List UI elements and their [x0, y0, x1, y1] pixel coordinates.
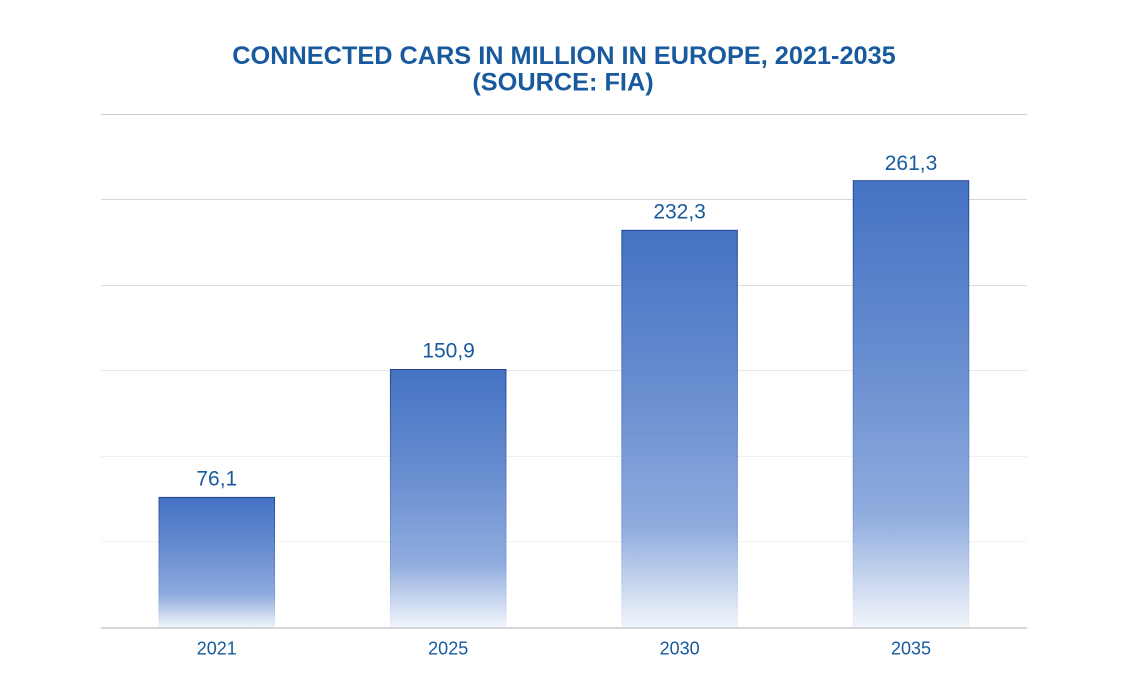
- svg-text:CONNECTED CARS IN MILLION IN E: CONNECTED CARS IN MILLION IN EUROPE, 202…: [232, 42, 895, 70]
- svg-text:76,1: 76,1: [196, 468, 237, 491]
- svg-text:(SOURCE: FIA): (SOURCE: FIA): [472, 69, 653, 97]
- svg-text:2025: 2025: [428, 639, 468, 659]
- svg-text:2035: 2035: [891, 639, 931, 659]
- svg-text:261,3: 261,3: [885, 152, 938, 175]
- svg-text:232,3: 232,3: [653, 201, 706, 224]
- svg-text:2021: 2021: [197, 639, 237, 659]
- svg-text:2030: 2030: [660, 639, 700, 659]
- svg-text:150,9: 150,9: [422, 340, 475, 363]
